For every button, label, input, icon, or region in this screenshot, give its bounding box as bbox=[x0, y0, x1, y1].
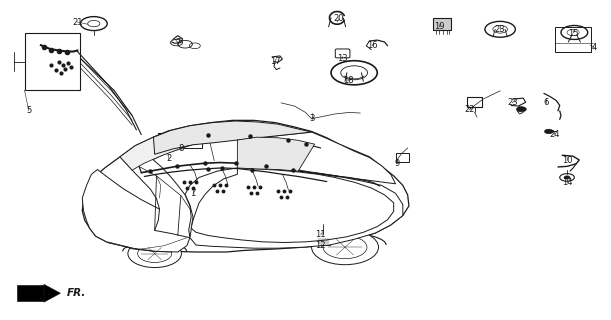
Text: 15: 15 bbox=[568, 28, 579, 38]
Text: 13: 13 bbox=[337, 54, 347, 63]
Polygon shape bbox=[16, 285, 44, 301]
Text: FR.: FR. bbox=[67, 288, 86, 298]
Text: 10: 10 bbox=[562, 156, 573, 164]
Text: 17: 17 bbox=[270, 57, 280, 66]
Polygon shape bbox=[44, 284, 60, 302]
Text: 19: 19 bbox=[434, 22, 445, 31]
Polygon shape bbox=[82, 120, 409, 252]
Text: 9: 9 bbox=[394, 159, 400, 168]
Circle shape bbox=[544, 129, 553, 134]
FancyBboxPatch shape bbox=[183, 141, 202, 148]
FancyBboxPatch shape bbox=[227, 220, 272, 234]
FancyBboxPatch shape bbox=[433, 18, 452, 30]
Text: 23: 23 bbox=[507, 99, 518, 108]
Text: 4: 4 bbox=[592, 43, 597, 52]
Text: 6: 6 bbox=[543, 99, 549, 108]
Circle shape bbox=[312, 230, 378, 265]
Polygon shape bbox=[153, 121, 312, 154]
Text: 24: 24 bbox=[550, 130, 560, 139]
Text: 11: 11 bbox=[315, 230, 326, 239]
Polygon shape bbox=[238, 132, 395, 184]
Polygon shape bbox=[238, 137, 315, 171]
Text: 21: 21 bbox=[72, 18, 82, 27]
Text: 12: 12 bbox=[315, 241, 326, 250]
Text: 8: 8 bbox=[178, 144, 183, 153]
Text: 1: 1 bbox=[191, 189, 196, 198]
Polygon shape bbox=[191, 168, 393, 243]
Text: 2: 2 bbox=[166, 154, 171, 163]
Polygon shape bbox=[185, 168, 403, 248]
FancyBboxPatch shape bbox=[158, 133, 181, 147]
Text: 22: 22 bbox=[464, 105, 475, 114]
Text: 20: 20 bbox=[334, 14, 344, 23]
Text: 16: 16 bbox=[367, 41, 378, 50]
Circle shape bbox=[128, 240, 181, 268]
Text: 5: 5 bbox=[26, 106, 31, 115]
Text: 7: 7 bbox=[175, 38, 180, 47]
Text: 3: 3 bbox=[309, 114, 314, 123]
Circle shape bbox=[516, 107, 526, 112]
Polygon shape bbox=[82, 170, 190, 252]
Text: 14: 14 bbox=[562, 178, 573, 187]
Polygon shape bbox=[120, 124, 238, 170]
Circle shape bbox=[564, 176, 570, 179]
Polygon shape bbox=[120, 154, 191, 238]
Text: 23: 23 bbox=[495, 25, 505, 35]
Text: 18: 18 bbox=[343, 76, 353, 85]
